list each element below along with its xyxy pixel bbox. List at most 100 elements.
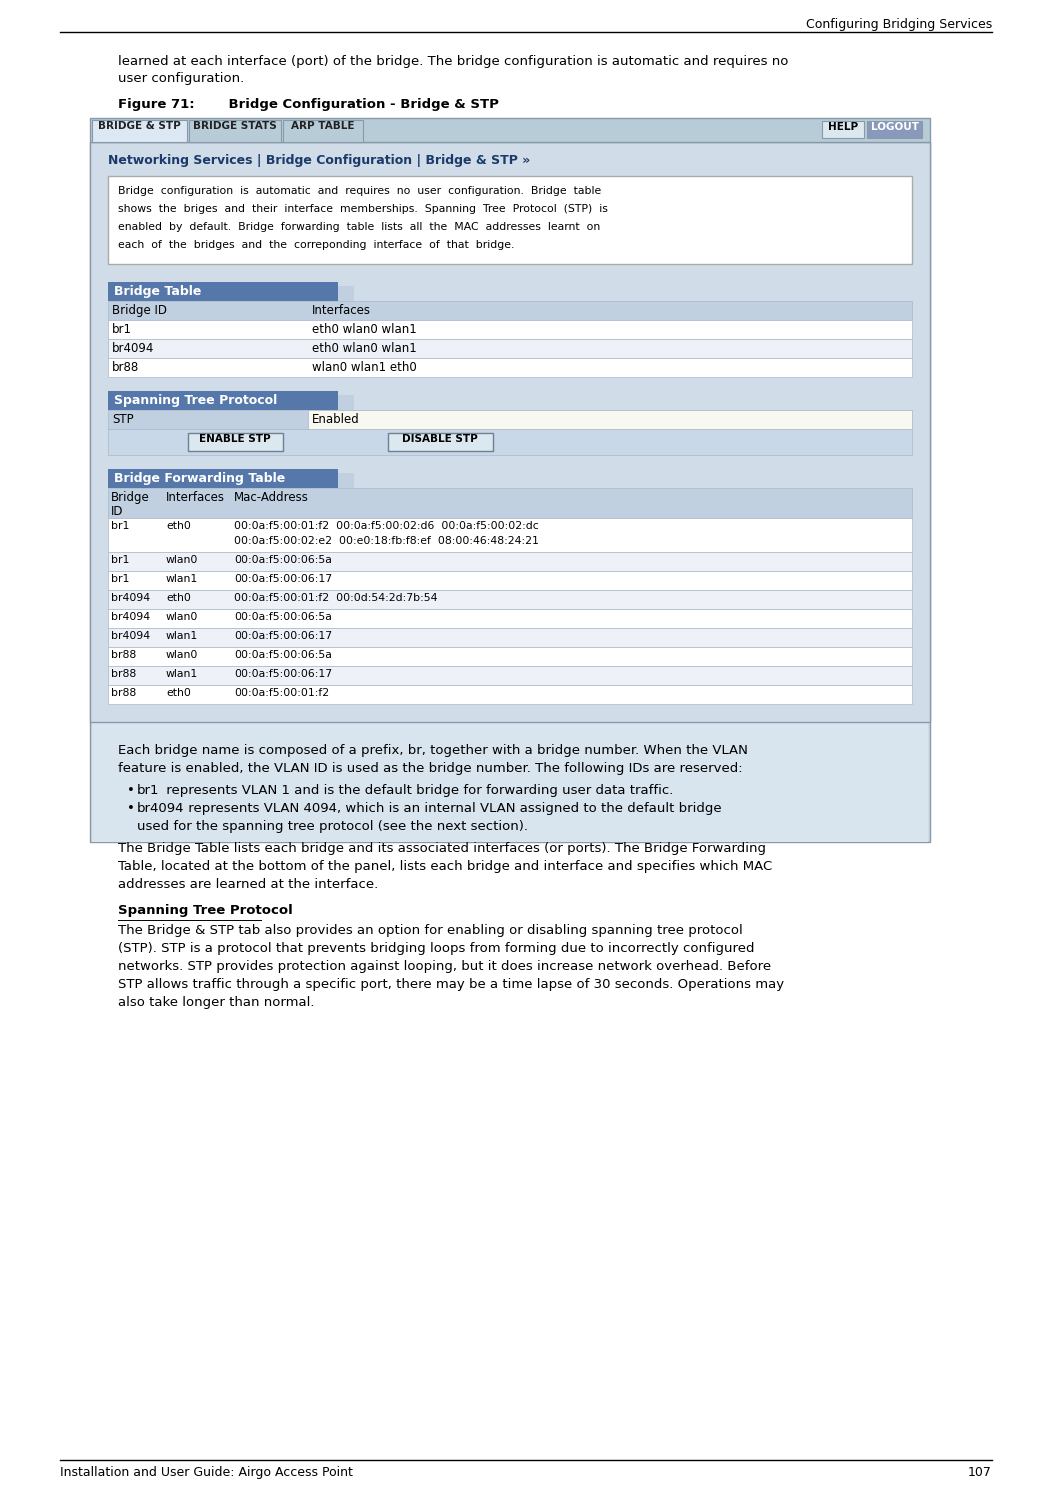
Text: br88: br88 [112, 361, 139, 374]
Text: eth0: eth0 [166, 688, 190, 698]
Text: br1: br1 [137, 783, 160, 797]
Text: 00:0a:f5:00:06:5a: 00:0a:f5:00:06:5a [234, 555, 331, 565]
Text: br4094: br4094 [112, 612, 150, 622]
Text: shows  the  briges  and  their  interface  memberships.  Spanning  Tree  Protoco: shows the briges and their interface mem… [118, 204, 608, 213]
Bar [108, 648, 912, 665]
Bar [90, 142, 930, 722]
Bar [92, 119, 187, 142]
Bar [108, 665, 912, 685]
Text: STP: STP [112, 413, 134, 427]
Bar [108, 282, 338, 301]
Bar [388, 433, 493, 451]
Text: learned at each interface (port) of the bridge. The bridge configuration is auto: learned at each interface (port) of the … [118, 55, 788, 69]
Text: Configuring Bridging Services: Configuring Bridging Services [806, 18, 992, 31]
Text: networks. STP provides protection against looping, but it does increase network : networks. STP provides protection agains… [118, 959, 771, 973]
Text: ARP TABLE: ARP TABLE [291, 121, 355, 131]
Text: Table, located at the bottom of the panel, lists each bridge and interface and s: Table, located at the bottom of the pane… [118, 859, 772, 873]
Text: wlan0: wlan0 [166, 555, 199, 565]
Bar [108, 488, 912, 518]
Text: also take longer than normal.: also take longer than normal. [118, 997, 315, 1009]
Bar [867, 121, 922, 137]
Text: Figure 71:: Figure 71: [118, 98, 195, 110]
Bar [108, 430, 912, 455]
Text: br88: br88 [112, 688, 137, 698]
Bar [108, 410, 912, 430]
Text: br4094: br4094 [112, 631, 150, 642]
Bar [90, 142, 930, 841]
Text: br88: br88 [112, 668, 137, 679]
Bar [189, 119, 281, 142]
Bar [338, 473, 355, 488]
Text: user configuration.: user configuration. [118, 72, 244, 85]
Text: br88: br88 [112, 651, 137, 659]
Text: Interfaces: Interfaces [166, 491, 225, 504]
Text: 00:0a:f5:00:06:17: 00:0a:f5:00:06:17 [234, 574, 332, 583]
Text: •: • [127, 783, 135, 797]
Bar [283, 119, 363, 142]
Text: Bridge  configuration  is  automatic  and  requires  no  user  configuration.  B: Bridge configuration is automatic and re… [118, 186, 602, 195]
Text: BRIDGE & STP: BRIDGE & STP [98, 121, 180, 131]
Bar [108, 301, 912, 319]
Text: •: • [127, 803, 135, 815]
Text: 107: 107 [968, 1467, 992, 1479]
Text: br1: br1 [112, 521, 129, 531]
Text: br4094: br4094 [112, 342, 155, 355]
Bar [90, 118, 930, 142]
Text: Each bridge name is composed of a prefix, br, together with a bridge number. Whe: Each bridge name is composed of a prefix… [118, 745, 748, 756]
Text: Bridge Configuration - Bridge & STP: Bridge Configuration - Bridge & STP [210, 98, 499, 110]
Text: enabled  by  default.  Bridge  forwarding  table  lists  all  the  MAC  addresse: enabled by default. Bridge forwarding ta… [118, 222, 601, 231]
Bar [108, 468, 338, 488]
Text: Bridge Forwarding Table: Bridge Forwarding Table [114, 471, 285, 485]
Text: ENABLE STP: ENABLE STP [199, 434, 270, 445]
Bar [108, 571, 912, 589]
Text: STP allows traffic through a specific port, there may be a time lapse of 30 seco: STP allows traffic through a specific po… [118, 977, 784, 991]
Text: Bridge: Bridge [112, 491, 149, 504]
Bar [338, 286, 355, 301]
Text: wlan1: wlan1 [166, 668, 198, 679]
Text: The Bridge Table lists each bridge and its associated interfaces (or ports). The: The Bridge Table lists each bridge and i… [118, 841, 766, 855]
Text: BRIDGE STATS: BRIDGE STATS [194, 121, 277, 131]
Text: br1: br1 [112, 555, 129, 565]
Text: br1: br1 [112, 574, 129, 583]
Text: Mac-Address: Mac-Address [234, 491, 309, 504]
Text: br4094: br4094 [112, 592, 150, 603]
Text: 00:0a:f5:00:06:5a: 00:0a:f5:00:06:5a [234, 651, 331, 659]
Text: 00:0a:f5:00:02:e2  00:e0:18:fb:f8:ef  08:00:46:48:24:21: 00:0a:f5:00:02:e2 00:e0:18:fb:f8:ef 08:0… [234, 536, 539, 546]
Bar [92, 142, 928, 841]
Text: Spanning Tree Protocol: Spanning Tree Protocol [114, 394, 278, 407]
Text: The Bridge & STP tab also provides an option for enabling or disabling spanning : The Bridge & STP tab also provides an op… [118, 924, 743, 937]
Text: wlan0: wlan0 [166, 612, 199, 622]
Text: Spanning Tree Protocol: Spanning Tree Protocol [118, 904, 292, 918]
Text: 00:0a:f5:00:01:f2  00:0a:f5:00:02:d6  00:0a:f5:00:02:dc: 00:0a:f5:00:01:f2 00:0a:f5:00:02:d6 00:0… [234, 521, 539, 531]
Text: represents VLAN 4094, which is an internal VLAN assigned to the default bridge: represents VLAN 4094, which is an intern… [184, 803, 722, 815]
Text: wlan1: wlan1 [166, 574, 198, 583]
Bar [108, 685, 912, 704]
Bar [188, 433, 283, 451]
Bar [108, 176, 912, 264]
Bar [108, 518, 912, 552]
Bar [108, 358, 912, 377]
Text: 00:0a:f5:00:01:f2: 00:0a:f5:00:01:f2 [234, 688, 329, 698]
Text: used for the spanning tree protocol (see the next section).: used for the spanning tree protocol (see… [137, 821, 528, 833]
Bar [108, 609, 912, 628]
Text: DISABLE STP: DISABLE STP [402, 434, 478, 445]
Text: br1: br1 [112, 322, 132, 336]
Text: ID: ID [112, 504, 123, 518]
Bar [108, 319, 912, 339]
Text: br4094: br4094 [137, 803, 184, 815]
Bar [108, 552, 912, 571]
Bar [822, 121, 864, 137]
Text: Networking Services | Bridge Configuration | Bridge & STP »: Networking Services | Bridge Configurati… [108, 154, 530, 167]
Text: Interfaces: Interfaces [312, 304, 371, 316]
Text: Installation and User Guide: Airgo Access Point: Installation and User Guide: Airgo Acces… [60, 1467, 352, 1479]
Bar [108, 391, 338, 410]
Text: (STP). STP is a protocol that prevents bridging loops from forming due to incorr: (STP). STP is a protocol that prevents b… [118, 941, 754, 955]
Text: Enabled: Enabled [312, 413, 360, 427]
Bar [108, 628, 912, 648]
Text: each  of  the  bridges  and  the  correponding  interface  of  that  bridge.: each of the bridges and the correponding… [118, 240, 514, 251]
Text: 00:0a:f5:00:06:17: 00:0a:f5:00:06:17 [234, 631, 332, 642]
Text: eth0: eth0 [166, 521, 190, 531]
Text: Bridge Table: Bridge Table [114, 285, 201, 298]
Text: LOGOUT: LOGOUT [871, 122, 919, 131]
Text: feature is enabled, the VLAN ID is used as the bridge number. The following IDs : feature is enabled, the VLAN ID is used … [118, 762, 743, 774]
